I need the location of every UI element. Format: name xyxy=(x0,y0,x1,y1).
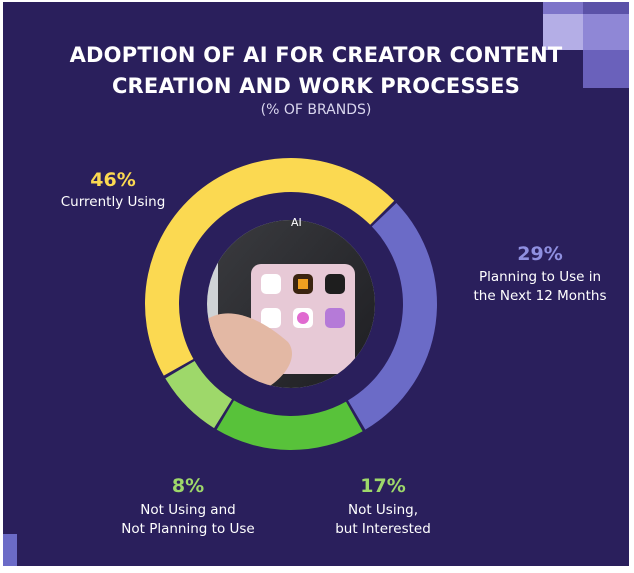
slice-percent-planning: 29% xyxy=(517,243,563,265)
chatgpt-app-icon xyxy=(261,274,281,294)
chart-subtitle: (% OF BRANDS) xyxy=(260,102,372,118)
chart-title-line-2: CREATION AND WORK PROCESSES xyxy=(111,74,521,98)
slice-label-planning: Planning to Use in the Next 12 Months xyxy=(473,269,607,304)
slice-label-interested: Not Using, but Interested xyxy=(335,502,431,537)
infographic-card: ADOPTION OF AI FOR CREATOR CONTENT CREAT… xyxy=(3,2,629,566)
slice-planning xyxy=(348,202,438,430)
chat-app-icon xyxy=(325,308,345,328)
decorative-square xyxy=(543,2,583,14)
center-photo xyxy=(207,220,375,388)
claude-app-icon xyxy=(325,274,345,294)
slice-not-planning xyxy=(165,361,232,429)
decorative-square xyxy=(583,2,629,14)
slice-percent-interested: 17% xyxy=(360,475,406,497)
slice-interested xyxy=(216,400,363,451)
slice-label-not-planning: Not Using and Not Planning to Use xyxy=(121,502,255,537)
slice-label-currently-using: Currently Using xyxy=(60,194,166,210)
decorative-square xyxy=(583,14,629,50)
center-ai-label: AI xyxy=(291,216,302,229)
slice-currently-using xyxy=(145,158,395,376)
slice-percent-currently-using: 46% xyxy=(90,169,136,191)
decorative-square xyxy=(3,534,17,566)
donut-chart xyxy=(145,158,438,451)
decorative-square xyxy=(583,50,629,88)
slice-percent-not-planning: 8% xyxy=(171,475,205,497)
decorative-square xyxy=(543,14,583,50)
chart-title-line-1: ADOPTION OF AI FOR CREATOR CONTENT xyxy=(69,43,563,67)
gemini-app-icon xyxy=(261,308,281,328)
